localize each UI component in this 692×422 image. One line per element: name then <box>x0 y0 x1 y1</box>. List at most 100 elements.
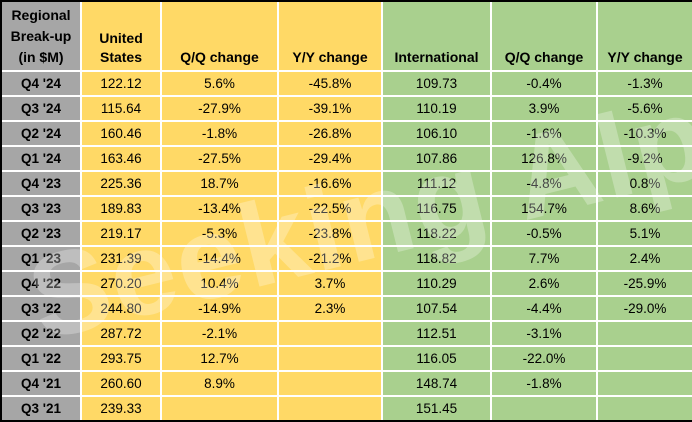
corner-header: Regional Break-up (in $M) <box>2 2 80 70</box>
cell-us-yy-change: 2.3% <box>279 297 381 320</box>
cell-us-qq-change: -27.9% <box>162 97 277 120</box>
cell-us-yy-change: -16.6% <box>279 172 381 195</box>
cell-intl-yy-change: 0.8% <box>598 172 692 195</box>
row-label-quarter: Q1 '22 <box>2 347 80 370</box>
cell-us-value: 293.75 <box>82 347 160 370</box>
cell-intl-yy-change: -25.9% <box>598 272 692 295</box>
corner-header-line1: Regional <box>11 6 71 23</box>
cell-intl-qq-change: -1.6% <box>492 122 596 145</box>
cell-us-yy-change: -21.2% <box>279 247 381 270</box>
col-header-united-states: United States <box>82 2 160 70</box>
cell-us-qq-change: 18.7% <box>162 172 277 195</box>
cell-intl-value: 107.86 <box>383 147 490 170</box>
row-label-quarter: Q4 '23 <box>2 172 80 195</box>
col-header-international: International <box>383 2 490 70</box>
cell-intl-qq-change: -0.4% <box>492 72 596 95</box>
cell-us-value: 115.64 <box>82 97 160 120</box>
row-label-quarter: Q4 '22 <box>2 272 80 295</box>
cell-intl-yy-change: -9.2% <box>598 147 692 170</box>
cell-intl-qq-change <box>492 397 596 420</box>
cell-us-yy-change: -22.5% <box>279 197 381 220</box>
cell-us-value: 270.20 <box>82 272 160 295</box>
cell-intl-qq-change: -22.0% <box>492 347 596 370</box>
cell-us-yy-change: -39.1% <box>279 97 381 120</box>
cell-us-qq-change: -5.3% <box>162 222 277 245</box>
cell-intl-yy-change <box>598 322 692 345</box>
cell-us-yy-change: -45.8% <box>279 72 381 95</box>
cell-us-value: 160.46 <box>82 122 160 145</box>
cell-us-qq-change <box>162 397 277 420</box>
cell-intl-qq-change: -3.1% <box>492 322 596 345</box>
cell-us-value: 225.36 <box>82 172 160 195</box>
cell-intl-yy-change: 2.4% <box>598 247 692 270</box>
cell-us-qq-change: -27.5% <box>162 147 277 170</box>
cell-intl-value: 106.10 <box>383 122 490 145</box>
col-header-us-qq-change: Q/Q change <box>162 2 277 70</box>
cell-intl-value: 116.05 <box>383 347 490 370</box>
cell-us-qq-change: 5.6% <box>162 72 277 95</box>
cell-intl-qq-change: -4.4% <box>492 297 596 320</box>
cell-us-qq-change: 10.4% <box>162 272 277 295</box>
cell-us-yy-change: -29.4% <box>279 147 381 170</box>
cell-us-qq-change: -13.4% <box>162 197 277 220</box>
row-label-quarter: Q3 '24 <box>2 97 80 120</box>
cell-us-value: 189.83 <box>82 197 160 220</box>
row-label-quarter: Q3 '23 <box>2 197 80 220</box>
cell-us-value: 260.60 <box>82 372 160 395</box>
cell-intl-yy-change <box>598 347 692 370</box>
row-label-quarter: Q4 '21 <box>2 372 80 395</box>
cell-us-qq-change: -1.8% <box>162 122 277 145</box>
cell-intl-value: 116.75 <box>383 197 490 220</box>
row-label-quarter: Q2 '24 <box>2 122 80 145</box>
row-label-quarter: Q2 '23 <box>2 222 80 245</box>
cell-us-qq-change: -14.9% <box>162 297 277 320</box>
cell-us-yy-change <box>279 347 381 370</box>
cell-intl-qq-change: -1.8% <box>492 372 596 395</box>
cell-us-qq-change: -14.4% <box>162 247 277 270</box>
cell-us-yy-change: -26.8% <box>279 122 381 145</box>
cell-intl-value: 148.74 <box>383 372 490 395</box>
cell-intl-qq-change: 154.7% <box>492 197 596 220</box>
row-label-quarter: Q3 '22 <box>2 297 80 320</box>
corner-header-line2: Break-up <box>10 27 72 44</box>
cell-intl-value: 107.54 <box>383 297 490 320</box>
row-label-quarter: Q1 '24 <box>2 147 80 170</box>
row-label-quarter: Q1 '23 <box>2 247 80 270</box>
col-header-us-yy-change: Y/Y change <box>279 2 381 70</box>
cell-us-qq-change: -2.1% <box>162 322 277 345</box>
cell-us-qq-change: 12.7% <box>162 347 277 370</box>
cell-intl-qq-change: 2.6% <box>492 272 596 295</box>
cell-us-value: 163.46 <box>82 147 160 170</box>
cell-intl-yy-change: 5.1% <box>598 222 692 245</box>
cell-us-yy-change: 3.7% <box>279 272 381 295</box>
cell-intl-yy-change: -5.6% <box>598 97 692 120</box>
cell-intl-qq-change: 126.8% <box>492 147 596 170</box>
row-label-quarter: Q4 '24 <box>2 72 80 95</box>
cell-intl-value: 111.12 <box>383 172 490 195</box>
cell-intl-yy-change: -29.0% <box>598 297 692 320</box>
col-header-intl-qq-change: Q/Q change <box>492 2 596 70</box>
cell-us-yy-change <box>279 372 381 395</box>
cell-us-yy-change <box>279 322 381 345</box>
cell-us-value: 239.33 <box>82 397 160 420</box>
cell-intl-qq-change: 7.7% <box>492 247 596 270</box>
cell-intl-value: 118.22 <box>383 222 490 245</box>
col-header-intl-yy-change: Y/Y change <box>598 2 692 70</box>
cell-us-yy-change <box>279 397 381 420</box>
cell-intl-yy-change: -10.3% <box>598 122 692 145</box>
cell-intl-value: 109.73 <box>383 72 490 95</box>
cell-intl-qq-change: -0.5% <box>492 222 596 245</box>
cell-intl-yy-change <box>598 397 692 420</box>
cell-intl-value: 151.45 <box>383 397 490 420</box>
cell-us-value: 244.80 <box>82 297 160 320</box>
cell-us-yy-change: -23.8% <box>279 222 381 245</box>
cell-us-qq-change: 8.9% <box>162 372 277 395</box>
row-label-quarter: Q3 '21 <box>2 397 80 420</box>
cell-intl-value: 118.82 <box>383 247 490 270</box>
cell-intl-value: 110.19 <box>383 97 490 120</box>
cell-us-value: 287.72 <box>82 322 160 345</box>
cell-intl-value: 112.51 <box>383 322 490 345</box>
cell-intl-yy-change: 8.6% <box>598 197 692 220</box>
